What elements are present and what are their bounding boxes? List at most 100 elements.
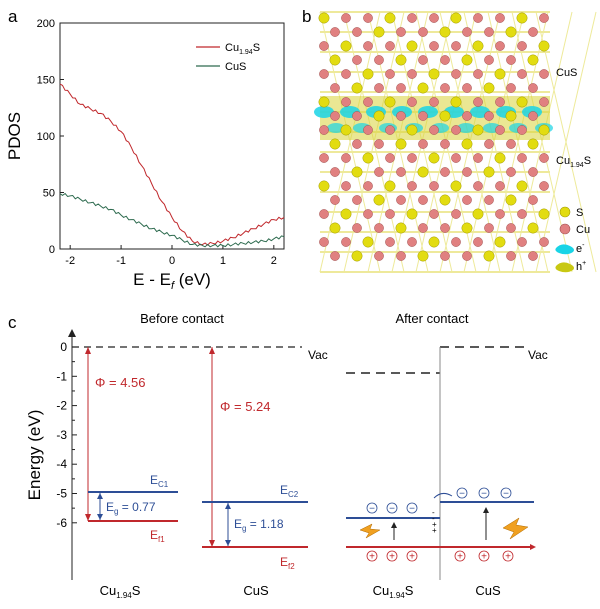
cu-atom xyxy=(451,237,461,247)
s-atom xyxy=(406,124,418,136)
xlabel-cus-before: CuS xyxy=(243,583,269,598)
structure-legend: S Cu e- h+ xyxy=(555,206,590,273)
cu-atom xyxy=(473,181,483,191)
cu-atom xyxy=(451,125,461,135)
pdos-ticks: -2 -1 0 1 2 0 50 100 150 200 xyxy=(37,18,277,267)
cu-atom xyxy=(495,41,505,51)
hole-symbol-sign: + xyxy=(505,552,511,563)
energy-tick-label: -5 xyxy=(56,487,67,501)
y-tick-label: 150 xyxy=(37,75,55,87)
electron-symbol xyxy=(500,487,512,499)
series-line-1 xyxy=(59,192,285,248)
hole-symbol-sign: + xyxy=(457,552,463,563)
s-atom xyxy=(527,138,539,150)
blob-icon xyxy=(555,262,574,273)
vac-label: Vac xyxy=(308,348,328,362)
cu-atom xyxy=(506,251,516,261)
arrow-right-icon xyxy=(530,544,536,550)
cu-atom xyxy=(440,167,450,177)
s-atom xyxy=(362,68,374,80)
s-atom xyxy=(450,180,462,192)
s-atom xyxy=(527,54,539,66)
cu-atom xyxy=(341,153,351,163)
band-diagram: Vac Φ = 4.56 Eg = 0.77 EC1 Ef1 Φ = 5.24 … xyxy=(72,346,548,580)
s-atom xyxy=(428,236,440,248)
cu-atom xyxy=(341,97,351,107)
cu-atom xyxy=(330,195,340,205)
cu-atom xyxy=(363,13,373,23)
x-tick-label: 2 xyxy=(271,255,277,267)
legend-label-cu194s: Cu1.94S xyxy=(225,42,260,56)
electron-symbol-sign: − xyxy=(389,504,395,515)
cu-atom xyxy=(440,83,450,93)
cu-atom xyxy=(407,237,417,247)
cu-atom xyxy=(374,55,384,65)
cu-atom xyxy=(528,27,538,37)
arrow-down-icon xyxy=(225,540,231,546)
s-atom xyxy=(472,208,484,220)
ec2-label: EC2 xyxy=(280,483,299,499)
arrow-up-icon xyxy=(97,493,103,499)
cu-atom xyxy=(396,27,406,37)
electron-symbol-sign: − xyxy=(459,489,465,500)
xlabel-cu194s-before: Cu1.94S xyxy=(100,583,141,600)
legend-electron: e- xyxy=(576,242,585,255)
electron-symbol xyxy=(386,502,398,514)
cu-atom xyxy=(506,167,516,177)
electron-transfer-arrow xyxy=(433,492,453,499)
cu-atom xyxy=(319,69,329,79)
legend-s: S xyxy=(576,207,583,219)
s-atom xyxy=(483,166,495,178)
hole-symbol-sign: + xyxy=(389,552,395,563)
cu-atom xyxy=(462,195,472,205)
s-atom xyxy=(417,250,429,262)
s-atom xyxy=(395,222,407,234)
cu-atom xyxy=(440,223,450,233)
cu-atom xyxy=(418,55,428,65)
cu-atom xyxy=(330,27,340,37)
s-atom xyxy=(340,208,352,220)
s-atom xyxy=(351,82,363,94)
cu-atom xyxy=(385,125,395,135)
cu-atom xyxy=(374,167,384,177)
pdos-axes-frame xyxy=(59,22,285,250)
cu-atom xyxy=(451,153,461,163)
s-atom xyxy=(494,152,506,164)
cu-atom xyxy=(528,111,538,121)
cu-atom xyxy=(473,237,483,247)
layer-label-cu194s: Cu1.94S xyxy=(556,155,591,169)
pdos-ylabel: PDOS xyxy=(5,112,24,160)
panel-b-label: b xyxy=(302,7,311,26)
x-tick-label: 1 xyxy=(220,255,226,267)
blob-icon xyxy=(555,244,574,255)
bond xyxy=(463,11,525,273)
cu-atom xyxy=(319,237,329,247)
cu-atom xyxy=(429,209,439,219)
pdos-xlabel: E - Ef (eV) xyxy=(133,270,211,292)
s-atom xyxy=(439,26,451,38)
electron-symbol-sign: − xyxy=(409,504,415,515)
energy-tick-label: -1 xyxy=(56,369,67,383)
cu-atom xyxy=(539,153,549,163)
s-atom xyxy=(428,68,440,80)
energy-tick-label: -2 xyxy=(56,399,67,413)
y-tick-label: 100 xyxy=(37,131,55,143)
s-atom xyxy=(318,96,330,108)
arrow-down-icon xyxy=(85,514,91,521)
s-atom xyxy=(527,222,539,234)
cu-atom xyxy=(506,139,516,149)
cu-atom xyxy=(517,69,527,79)
panel-a-label: a xyxy=(8,7,18,26)
cu-atom xyxy=(363,97,373,107)
bond xyxy=(487,11,549,273)
arrow-up-icon xyxy=(225,503,231,509)
cu-atom xyxy=(473,97,483,107)
hole-symbol xyxy=(454,550,466,562)
light-bolt-icon xyxy=(502,517,529,540)
sphere-icon xyxy=(559,223,571,235)
cu-atom xyxy=(385,69,395,79)
xlabel-cus-after: CuS xyxy=(475,583,501,598)
s-atom xyxy=(384,180,396,192)
cu-atom xyxy=(396,167,406,177)
